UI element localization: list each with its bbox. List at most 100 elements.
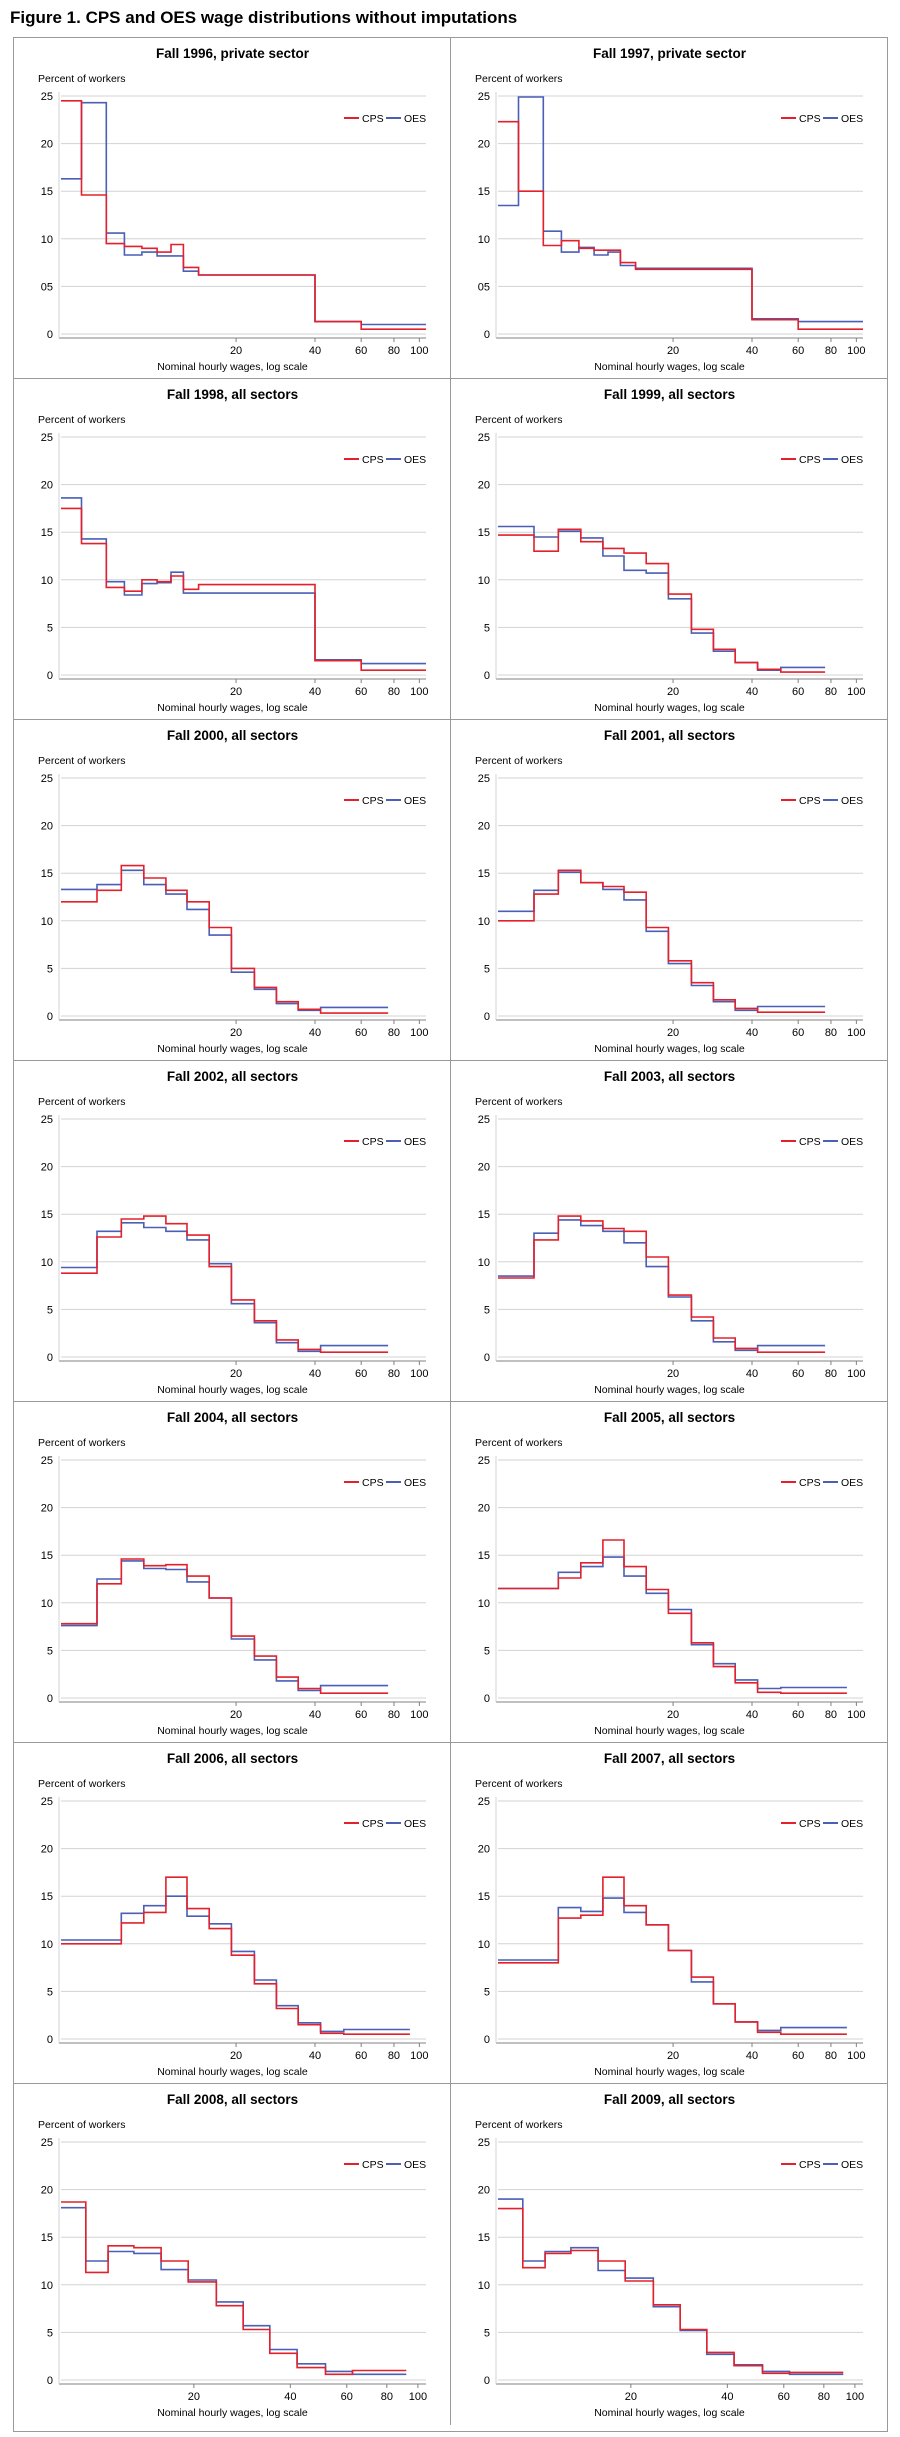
legend-label-oes: OES [404, 113, 426, 125]
x-tick-label: 60 [355, 345, 367, 357]
series-line-oes [498, 1556, 847, 1690]
y-tick-label: 0 [484, 2034, 490, 2046]
y-tick-label: 5 [484, 1645, 490, 1657]
y-tick-label: 5 [47, 963, 53, 975]
y-tick-label: 25 [41, 1455, 53, 1467]
y-tick-label: 25 [478, 432, 490, 444]
y-tick-label: 15 [478, 1891, 490, 1903]
chart-panel: Fall 1998, all sectors Percent of workers… [14, 379, 451, 720]
chart-panel: Fall 2006, all sectors Percent of workers… [14, 1743, 451, 2084]
series-line-oes [61, 101, 426, 326]
x-tick-label: 20 [230, 1027, 242, 1039]
chart-panel: Fall 2003, all sectors Percent of workers… [451, 1061, 887, 1402]
x-tick-label: 80 [388, 1027, 400, 1039]
y-tick-label: 20 [478, 139, 490, 151]
y-axis-label: Percent of workers [475, 73, 563, 85]
legend-label-oes: OES [404, 1477, 426, 1489]
y-tick-label: 10 [41, 234, 53, 246]
x-tick-label: 40 [309, 686, 321, 698]
y-tick-label: 0 [484, 1011, 490, 1023]
legend-label-cps: CPS [362, 1136, 384, 1148]
chart-panel: Fall 2005, all sectors Percent of workers… [451, 1402, 887, 1743]
x-tick-label: 80 [825, 1027, 837, 1039]
y-tick-label: 10 [478, 1598, 490, 1610]
y-tick-label: 15 [478, 527, 490, 539]
x-tick-label: 100 [847, 345, 865, 357]
series-line-cps [498, 528, 826, 673]
series-line-cps [498, 120, 863, 330]
y-tick-label: 10 [478, 916, 490, 928]
y-axis-label: Percent of workers [475, 2119, 563, 2131]
y-tick-label: 10 [478, 2280, 490, 2292]
x-tick-label: 60 [792, 686, 804, 698]
y-axis-label: Percent of workers [475, 1096, 563, 1108]
y-tick-label: 0 [47, 2375, 53, 2387]
y-tick-label: 25 [41, 1796, 53, 1808]
series-line-cps [498, 1215, 826, 1353]
y-tick-label: 20 [478, 1503, 490, 1515]
chart-svg: Fall 2000, all sectors Percent of workers… [38, 728, 429, 1055]
y-tick-label: 25 [478, 1796, 490, 1808]
legend-label-cps: CPS [799, 1136, 821, 1148]
series-line-oes [498, 96, 863, 323]
x-axis-label: Nominal hourly wages, log scale [157, 2407, 308, 2419]
legend-label-cps: CPS [362, 454, 384, 466]
chart-title: Fall 2008, all sectors [167, 2092, 298, 2107]
series-line-cps [61, 100, 426, 330]
chart-panel: Fall 2009, all sectors Percent of workers… [451, 2084, 887, 2425]
x-tick-label: 40 [746, 345, 758, 357]
x-tick-label: 20 [625, 2391, 637, 2403]
chart-title: Fall 1998, all sectors [167, 387, 298, 402]
y-tick-label: 10 [478, 575, 490, 587]
chart-svg: Fall 1999, all sectors Percent of workers… [475, 387, 866, 714]
y-tick-label: 0 [47, 1693, 53, 1705]
x-tick-label: 20 [230, 1709, 242, 1721]
y-tick-label: 10 [41, 2280, 53, 2292]
x-tick-label: 80 [388, 1368, 400, 1380]
y-tick-label: 5 [484, 1986, 490, 1998]
x-tick-label: 20 [230, 2050, 242, 2062]
x-tick-label: 60 [778, 2391, 790, 2403]
series-line-oes [61, 1222, 389, 1353]
x-tick-label: 80 [818, 2391, 830, 2403]
legend-label-cps: CPS [362, 1477, 384, 1489]
y-tick-label: 15 [478, 2232, 490, 2244]
y-tick-label: 0 [47, 1352, 53, 1364]
y-axis-label: Percent of workers [38, 414, 126, 426]
legend-label-cps: CPS [362, 795, 384, 807]
y-axis-label: Percent of workers [475, 1778, 563, 1790]
x-tick-label: 60 [355, 2050, 367, 2062]
y-tick-label: 05 [478, 281, 490, 293]
x-tick-label: 20 [230, 345, 242, 357]
y-tick-label: 5 [484, 963, 490, 975]
legend-label-oes: OES [404, 2159, 426, 2171]
x-tick-label: 100 [847, 1368, 865, 1380]
chart-svg: Fall 2007, all sectors Percent of workers… [475, 1751, 866, 2078]
chart-title: Fall 2004, all sectors [167, 1410, 298, 1425]
x-tick-label: 60 [792, 1709, 804, 1721]
y-tick-label: 10 [41, 916, 53, 928]
legend-label-oes: OES [841, 113, 863, 125]
series-line-cps [61, 864, 389, 1014]
series-line-cps [61, 2201, 407, 2376]
chart-grid: Fall 1996, private sector Percent of work… [13, 37, 888, 2432]
x-tick-label: 60 [355, 1027, 367, 1039]
x-tick-label: 100 [410, 1368, 428, 1380]
y-tick-label: 0 [47, 670, 53, 682]
x-tick-label: 100 [410, 1709, 428, 1721]
x-axis-label: Nominal hourly wages, log scale [157, 1043, 308, 1055]
y-tick-label: 25 [478, 91, 490, 103]
legend-label-cps: CPS [799, 113, 821, 125]
chart-title: Fall 2003, all sectors [604, 1069, 735, 1084]
chart-panel: Fall 2007, all sectors Percent of workers… [451, 1743, 887, 2084]
chart-title: Fall 1996, private sector [156, 46, 310, 61]
y-axis-label: Percent of workers [38, 2119, 126, 2131]
chart-svg: Fall 2005, all sectors Percent of workers… [475, 1410, 866, 1737]
y-tick-label: 10 [478, 234, 490, 246]
x-axis-label: Nominal hourly wages, log scale [157, 2066, 308, 2078]
y-tick-label: 10 [41, 1257, 53, 1269]
x-tick-label: 60 [355, 686, 367, 698]
x-tick-label: 40 [746, 1027, 758, 1039]
chart-panel: Fall 2001, all sectors Percent of workers… [451, 720, 887, 1061]
y-tick-label: 5 [47, 622, 53, 634]
